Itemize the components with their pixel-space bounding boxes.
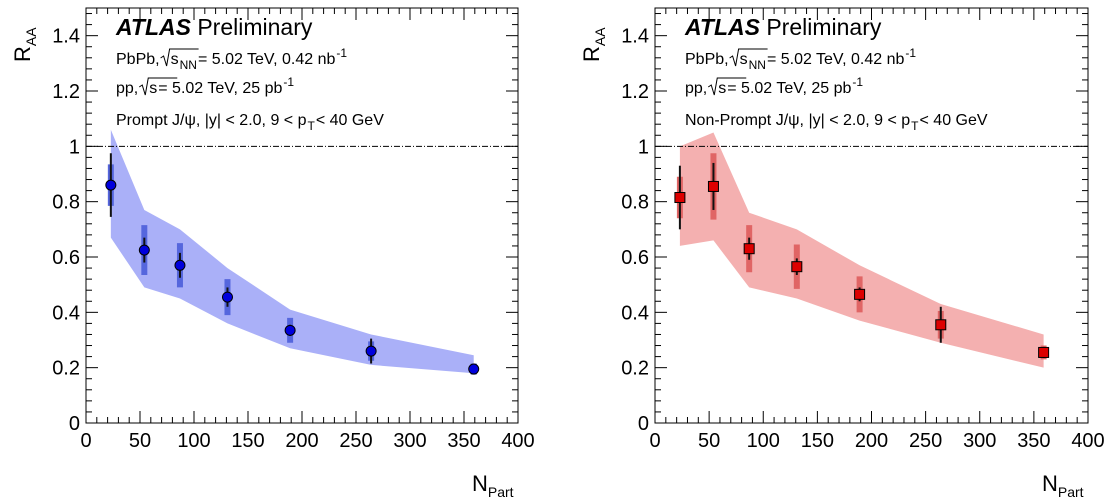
y-tick-label: 0	[638, 413, 649, 435]
annotation-text: T	[911, 119, 919, 133]
annotation-text: NN	[749, 58, 766, 72]
y-axis-label-sub: AA	[592, 27, 608, 46]
y-tick-label: 0.6	[52, 247, 80, 269]
y-tick-label: 1	[638, 136, 649, 158]
data-point	[1038, 346, 1050, 358]
annotation-text: PbPb,	[116, 51, 160, 68]
data-point	[365, 345, 377, 357]
sqrt-sign	[160, 48, 199, 67]
preliminary-label: Preliminary	[197, 14, 313, 40]
data-point	[854, 288, 866, 300]
data-point	[674, 192, 686, 204]
y-tick-label: 0.6	[621, 247, 649, 269]
y-axis-label-sub: AA	[23, 27, 39, 46]
y-tick-label: 0.2	[52, 358, 80, 380]
annotation-text: -1	[852, 75, 863, 89]
atlas-brand: ATLAS	[684, 14, 766, 40]
data-point	[935, 319, 947, 331]
y-tick-label: 1.2	[621, 81, 649, 103]
y-tick-label: 1.2	[52, 81, 80, 103]
data-point	[174, 259, 186, 271]
x-tick-label: 0	[649, 430, 660, 452]
data-point	[105, 179, 117, 191]
sqrt-sign	[138, 77, 178, 96]
chart-panel-1: 0 50 100 150 200 250 300 350 400 0 0.2 0.4 0.6 0.8 1 1.…	[10, 7, 535, 500]
x-tick-label: 100	[177, 430, 210, 452]
chart-title: ATLAS Preliminary	[684, 14, 882, 40]
x-tick-label: 200	[285, 430, 318, 452]
y-tick-label: 0.4	[621, 302, 649, 324]
uncertainty-band	[679, 132, 1044, 368]
annotation-text: T	[307, 119, 315, 133]
x-axis-label: NPart	[1042, 471, 1084, 500]
y-tick-label: 1.4	[621, 26, 649, 48]
x-tick-label: 50	[698, 430, 720, 452]
x-tick-label: 0	[80, 430, 91, 452]
y-tick-label: 1.4	[52, 26, 80, 48]
x-axis-label-sub: Part	[488, 484, 514, 500]
chart-title: ATLAS Preliminary	[115, 14, 313, 40]
annotation-text: < 40 GeV	[316, 112, 384, 129]
annotation-text: s	[718, 80, 726, 97]
annotation-text: = 5.02 TeV, 0.42 nb	[767, 51, 905, 68]
y-tick-label: 0.2	[621, 358, 649, 380]
chart-panel-2: 0 50 100 150 200 250 300 350 400 0 0.2 0.4 0.6 0.8 1 1.…	[579, 7, 1105, 500]
x-axis-label-sub: Part	[1058, 484, 1084, 500]
annotation-text: Non-Prompt J/ψ, |y| < 2.0, 9 < p	[685, 112, 910, 129]
data-point	[743, 243, 755, 255]
x-tick-label: 400	[501, 430, 534, 452]
annotation-text: = 5.02 TeV, 25 pb	[727, 80, 851, 97]
x-tick-label: 100	[747, 430, 780, 452]
data-point	[468, 363, 480, 375]
x-tick-label: 350	[1017, 430, 1050, 452]
annotation-text: pp,	[116, 80, 138, 97]
x-tick-label: 400	[1071, 430, 1104, 452]
annotation-text: < 40 GeV	[920, 112, 988, 129]
x-tick-label: 50	[129, 430, 151, 452]
x-tick-label: 300	[393, 430, 426, 452]
x-tick-label: 150	[801, 430, 834, 452]
data-point	[791, 261, 803, 273]
x-tick-label: 150	[231, 430, 264, 452]
annotation-text: = 5.02 TeV, 0.42 nb	[198, 51, 336, 68]
annotation-text: NN	[180, 58, 197, 72]
annotation-text: -1	[336, 46, 347, 60]
data-point	[138, 244, 150, 256]
x-tick-label: 200	[855, 430, 888, 452]
preliminary-label: Preliminary	[766, 14, 882, 40]
y-axis-label: RAA	[579, 27, 608, 62]
annotation-text: Prompt J/ψ, |y| < 2.0, 9 < p	[116, 112, 307, 129]
data-point	[707, 180, 719, 192]
annotation-text: PbPb,	[685, 51, 729, 68]
atlas-brand: ATLAS	[115, 14, 197, 40]
y-axis-label: RAA	[10, 27, 39, 62]
y-tick-label: 0.8	[621, 192, 649, 214]
annotation-text: -1	[283, 75, 294, 89]
annotation-text: s	[740, 51, 748, 68]
annotation-text: = 5.02 TeV, 25 pb	[158, 80, 282, 97]
x-tick-label: 250	[339, 430, 372, 452]
annotation-text: s	[149, 80, 157, 97]
sqrt-sign	[707, 77, 747, 96]
x-tick-label: 250	[909, 430, 942, 452]
y-tick-label: 0	[69, 413, 80, 435]
x-axis-label: NPart	[472, 471, 514, 500]
data-point	[284, 324, 296, 336]
x-tick-label: 300	[963, 430, 996, 452]
sqrt-sign	[729, 48, 768, 67]
annotation-text: -1	[905, 46, 916, 60]
y-tick-label: 1	[69, 136, 80, 158]
y-tick-label: 0.4	[52, 302, 80, 324]
annotation-text: pp,	[685, 80, 707, 97]
y-tick-label: 0.8	[52, 192, 80, 214]
annotation-text: s	[171, 51, 179, 68]
x-tick-label: 350	[447, 430, 480, 452]
data-point	[221, 291, 233, 303]
